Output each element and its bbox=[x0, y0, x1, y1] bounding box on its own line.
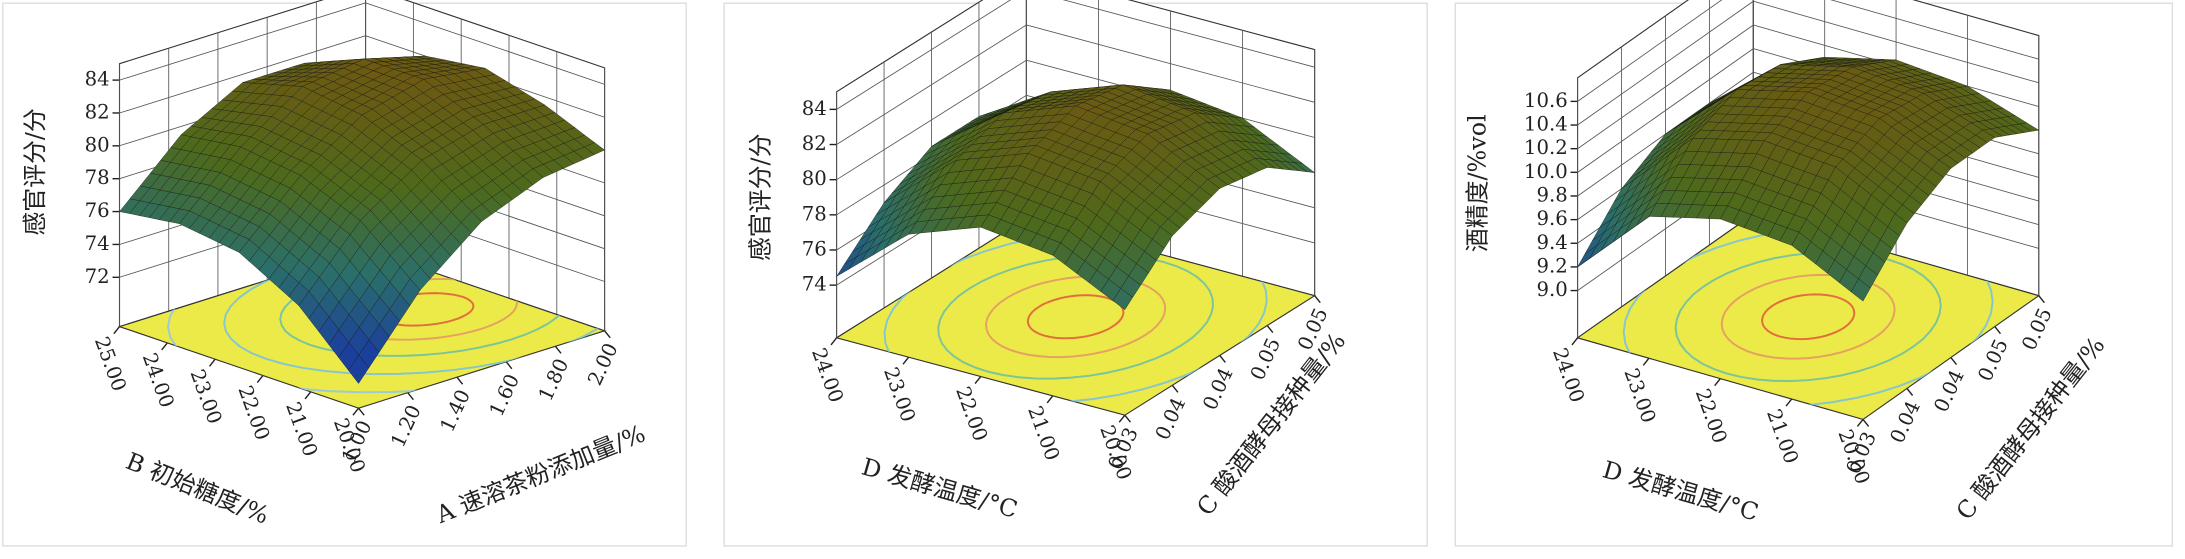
z-axis-title: 感官评分/分 bbox=[747, 133, 775, 261]
z-axis-title: 酒精度/%vol bbox=[1464, 114, 1492, 252]
z-tick-label: 9.4 bbox=[1536, 231, 1567, 254]
tick-mark bbox=[1906, 388, 1914, 396]
z-tick-label: 78 bbox=[85, 166, 110, 189]
tick-mark bbox=[1171, 384, 1179, 393]
tick-mark bbox=[1994, 326, 2002, 335]
z-tick-label: 10.2 bbox=[1524, 136, 1568, 159]
tick-mark bbox=[1046, 395, 1054, 404]
tick-mark bbox=[456, 376, 464, 385]
z-tick-label: 10.4 bbox=[1524, 113, 1568, 136]
z-tick-label: 84 bbox=[85, 68, 110, 91]
z-tick-label: 78 bbox=[802, 202, 827, 225]
tick-mark bbox=[902, 356, 910, 365]
tick-mark bbox=[1642, 357, 1650, 366]
contour bbox=[1026, 294, 1125, 340]
z-tick-label: 82 bbox=[802, 132, 827, 155]
tick-mark bbox=[256, 375, 264, 384]
z-axis-title: 感官评分/分 bbox=[21, 108, 49, 236]
tick-mark bbox=[1785, 398, 1793, 407]
z-tick-label: 9.6 bbox=[1536, 207, 1567, 230]
tick-mark bbox=[830, 337, 838, 346]
z-tick-label: 76 bbox=[85, 199, 110, 222]
surface-patch bbox=[1850, 278, 1871, 302]
contour bbox=[985, 275, 1167, 359]
contour bbox=[1720, 273, 1896, 360]
z-tick-label: 10.6 bbox=[1524, 89, 1568, 112]
tick-mark bbox=[161, 342, 168, 351]
z-tick-label: 74 bbox=[802, 273, 827, 296]
tick-mark bbox=[604, 330, 611, 339]
z-tick-label: 10.0 bbox=[1524, 160, 1568, 183]
surface-patch bbox=[1112, 288, 1133, 310]
z-tick-label: 74 bbox=[85, 232, 110, 255]
tick-mark bbox=[505, 361, 513, 370]
z-tick-label: 9.0 bbox=[1536, 278, 1567, 301]
z-tick-label: 9.8 bbox=[1536, 183, 1567, 206]
z-tick-label: 82 bbox=[85, 100, 110, 123]
tick-mark bbox=[357, 407, 365, 416]
tick-mark bbox=[1862, 418, 1870, 427]
tick-mark bbox=[352, 407, 360, 416]
tick-mark bbox=[113, 326, 121, 335]
z-tick-label: 76 bbox=[802, 237, 827, 260]
z-tick-label: 72 bbox=[85, 265, 110, 288]
surface-panel: 9.09.29.49.69.810.010.210.410.60.030.040… bbox=[1464, 0, 2111, 527]
grid-line bbox=[1577, 0, 2039, 102]
tick-mark bbox=[2038, 295, 2045, 304]
contour bbox=[1674, 251, 1942, 383]
tick-mark bbox=[1314, 295, 1321, 304]
contour bbox=[937, 253, 1214, 380]
tick-mark bbox=[1266, 325, 1274, 334]
tick-mark bbox=[974, 376, 982, 384]
z-tick-label: 84 bbox=[802, 97, 827, 120]
tick-mark bbox=[1950, 357, 1958, 366]
contour bbox=[223, 249, 605, 376]
tick-mark bbox=[554, 345, 562, 354]
tick-mark bbox=[208, 358, 216, 367]
tick-mark bbox=[1714, 378, 1721, 387]
z-tick-label: 9.2 bbox=[1536, 254, 1567, 277]
tick-mark bbox=[1124, 414, 1132, 423]
tick-mark bbox=[1118, 414, 1126, 423]
grid-line bbox=[836, 0, 1315, 110]
tick-mark bbox=[407, 392, 414, 401]
tick-mark bbox=[1571, 337, 1579, 346]
tick-mark bbox=[1219, 354, 1226, 363]
tick-mark bbox=[304, 391, 312, 400]
contour bbox=[1761, 293, 1856, 341]
tick-mark bbox=[1856, 418, 1864, 427]
z-tick-label: 80 bbox=[85, 133, 110, 156]
surface-patch bbox=[348, 354, 370, 384]
z-tick-label: 80 bbox=[802, 167, 827, 190]
